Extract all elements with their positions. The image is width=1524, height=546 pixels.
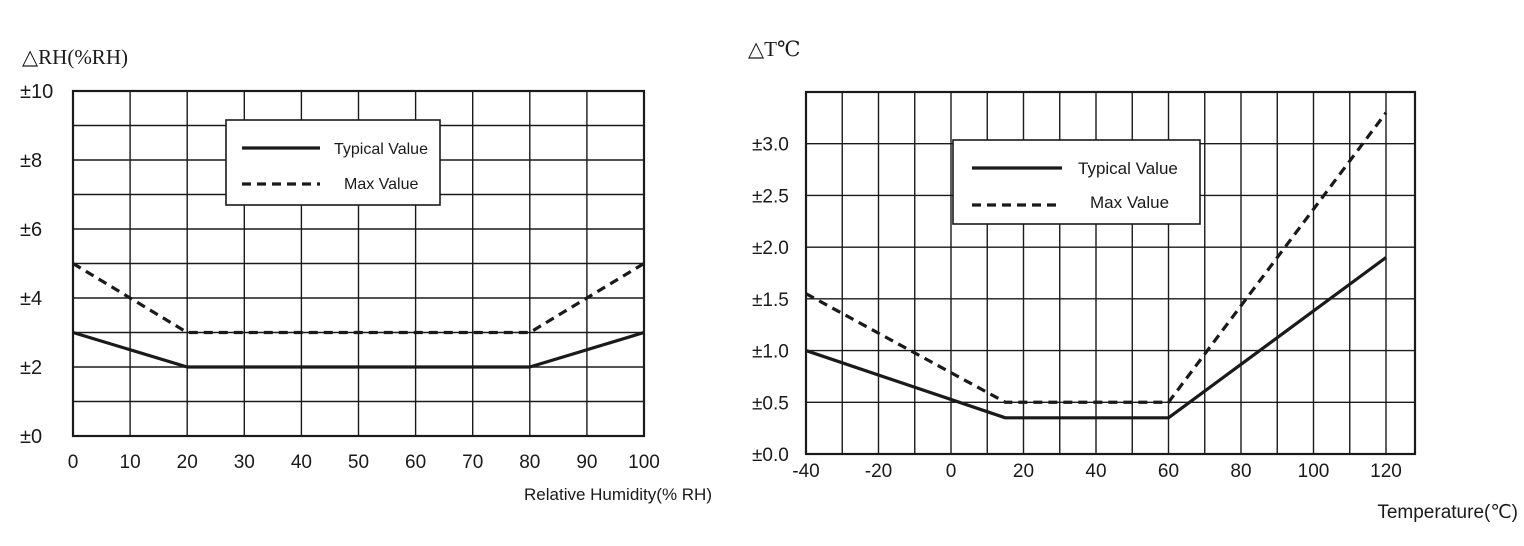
temperature-accuracy-chart: △T℃ Temperature(℃) -40 -20 0 20 40 60 80 100 120… [748,37,1518,523]
chart2-y-tick-label: ±0.0 [752,445,789,466]
chart2-y-tick-label: ±2.0 [752,238,789,259]
chart2-frame [804,90,1417,456]
humidity-accuracy-chart: △RH(%RH) Relative Humidity(% RH) 0 10 20 30… [20,45,712,504]
chart1-x-tick-label: 80 [519,452,540,473]
chart1-y-tick-label: ±10 [20,81,53,103]
chart1-x-tick-label: 10 [120,452,141,473]
chart1-y-tick-label: ±0 [20,426,42,448]
chart1-typical-value-line [72,330,645,369]
chart1-legend-box [225,119,441,206]
chart2-x-tick-label: -20 [865,461,892,482]
chart1-y-tick-label: ±2 [20,357,42,379]
chart1-x-tick-label: 50 [348,452,369,473]
chart2-x-ticks: -40 -20 0 20 40 60 80 100 120 [792,461,1402,482]
chart2-x-tick-label: -40 [792,461,819,482]
chart1-y-tick-label: ±4 [20,288,42,310]
chart1-y-tick-label: ±6 [20,219,42,241]
chart2-x-tick-label: 20 [1013,461,1034,482]
chart2-x-tick-label: 120 [1370,461,1402,482]
chart2-x-tick-label: 80 [1230,461,1251,482]
chart2-x-tick-label: 40 [1085,461,1106,482]
chart1-legend: Typical Value Max Value [225,119,441,206]
chart2-legend: Typical Value Max Value [952,139,1201,225]
chart1-x-tick-label: 40 [291,452,312,473]
chart1-x-tick-label: 30 [234,452,255,473]
chart1-x-tick-label: 60 [405,452,426,473]
chart2-y-tick-label: ±3.0 [752,135,789,156]
chart2-legend-box [952,139,1201,225]
chart2-y-ticks: ±0.0 ±0.5 ±1.0 ±1.5 ±2.0 ±2.5 ±3.0 [752,135,789,466]
chart2-x-tick-label: 0 [946,461,957,482]
chart1-x-tick-label: 90 [576,452,597,473]
chart2-series [805,111,1388,420]
chart1-x-ticks: 0 10 20 30 40 50 60 70 80 90 100 [68,452,660,473]
chart2-x-tick-label: 100 [1298,461,1330,482]
chart2-y-axis-label: △T℃ [748,37,800,61]
chart1-legend-max-label: Max Value [344,176,419,193]
chart2-y-tick-label: ±0.5 [752,393,789,414]
chart1-x-axis-label: Relative Humidity(% RH) [524,485,712,504]
chart1-max-value-line [72,262,645,335]
chart1-legend-typical-label: Typical Value [334,141,428,158]
chart2-legend-typical-label: Typical Value [1078,159,1178,178]
chart1-y-axis-label: △RH(%RH) [22,45,128,69]
chart1-series [72,262,645,369]
chart2-x-axis-label: Temperature(℃) [1377,502,1518,523]
chart1-x-tick-label: 0 [68,452,79,473]
chart2-y-tick-label: ±1.5 [752,290,789,311]
chart1-x-tick-label: 20 [177,452,198,473]
chart2-grid [804,90,1417,456]
chart2-max-value-line [805,111,1388,404]
chart2-y-tick-label: ±2.5 [752,186,789,207]
chart2-legend-max-label: Max Value [1090,193,1169,212]
chart2-x-tick-label: 60 [1158,461,1179,482]
chart1-x-tick-label: 100 [628,452,660,473]
chart1-y-tick-label: ±8 [20,150,42,172]
chart1-y-ticks: ±0 ±2 ±4 ±6 ±8 ±10 [20,81,53,448]
chart2-typical-value-line [805,256,1387,420]
chart1-x-tick-label: 70 [462,452,483,473]
chart2-y-tick-label: ±1.0 [752,342,789,363]
